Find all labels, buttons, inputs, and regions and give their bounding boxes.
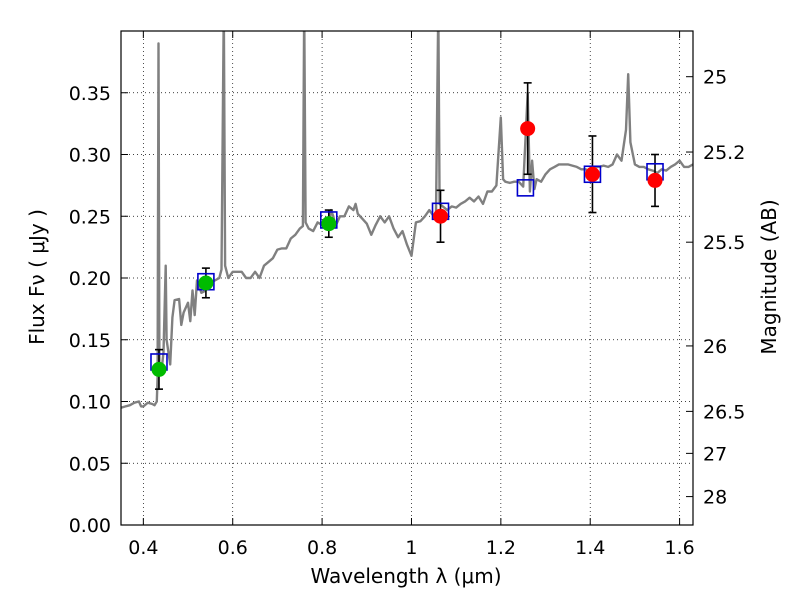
optical-photometry-point [198, 275, 214, 291]
y2-tick-label: 26.5 [703, 401, 745, 423]
y2-axis-label: Magnitude (AB) [757, 199, 781, 354]
grid-lines [121, 31, 693, 525]
x-tick-label: 0.8 [307, 537, 337, 559]
optical-photometry-point [151, 361, 167, 377]
y-tick-label: 0.35 [69, 83, 111, 105]
y2-tick-label: 25.5 [703, 232, 745, 254]
y-axis-label: Flux Fν ( μJy ) [25, 209, 49, 345]
x-axis-label: Wavelength λ (μm) [310, 564, 501, 588]
x-tick-label: 0.6 [218, 537, 248, 559]
nir-photometry-point [520, 121, 536, 137]
model-photometry-square [583, 165, 602, 184]
y-tick-label: 0.10 [69, 392, 111, 414]
y2-tick-label: 27 [703, 443, 727, 465]
optical-photometry-point [321, 216, 337, 232]
y-tick-label: 0.15 [69, 330, 111, 352]
x-tick-label: 1.4 [575, 537, 605, 559]
model-spectrum [121, 31, 693, 409]
nir-photometry-point [433, 208, 449, 224]
y2-tick-label: 25.2 [703, 142, 745, 164]
x-tick-label: 1.2 [486, 537, 516, 559]
tick-labels: 0.4 0.6 0.8 1 1.2 1.4 1.6 0.00 0.05 0.10 0.15 0.20 0… [69, 67, 746, 559]
y-tick-label: 0.30 [69, 145, 111, 167]
observed-photometry-points [151, 121, 663, 377]
nir-photometry-point [584, 166, 600, 182]
nir-photometry-point [647, 172, 663, 188]
x-tick-label: 0.4 [128, 537, 158, 559]
x-tick-label: 1 [405, 537, 417, 559]
model-photometry-squares [150, 162, 664, 371]
error-bars [154, 82, 660, 390]
y2-tick-label: 25 [703, 67, 727, 89]
y-tick-label: 0.00 [69, 515, 111, 537]
spectrum-line [121, 31, 693, 409]
y-tick-label: 0.20 [69, 268, 111, 290]
y2-tick-label: 26 [703, 336, 727, 358]
y2-tick-label: 28 [703, 487, 727, 509]
axis-ticks [121, 31, 693, 526]
model-photometry-square [516, 179, 535, 197]
y-tick-label: 0.25 [69, 206, 111, 228]
y-tick-label: 0.05 [69, 453, 111, 475]
x-tick-label: 1.6 [664, 537, 694, 559]
